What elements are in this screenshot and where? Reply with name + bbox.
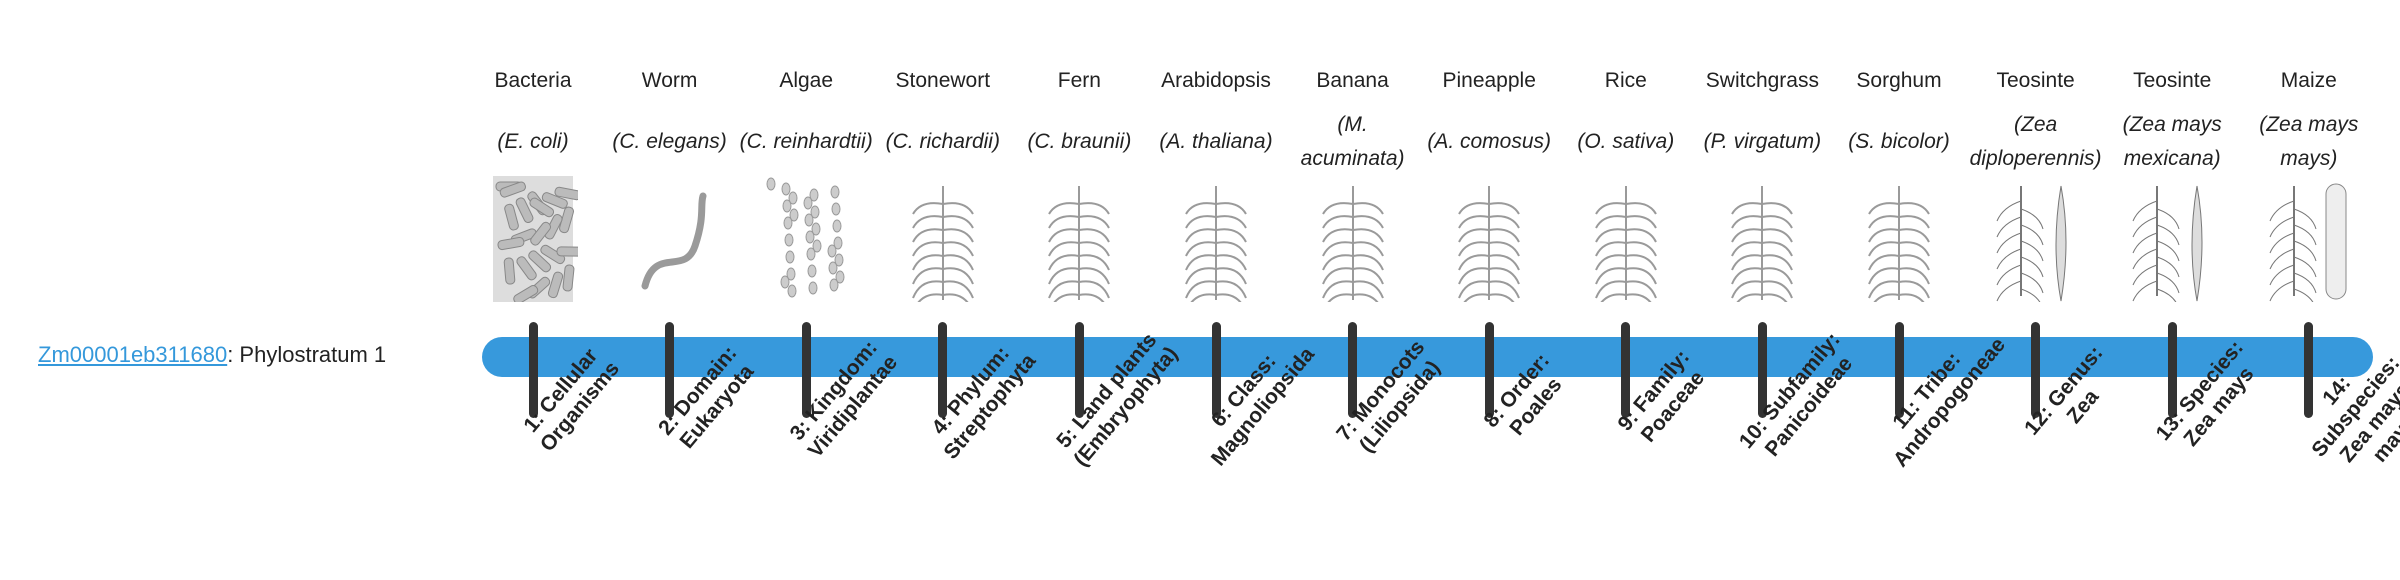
stratum-tick	[665, 322, 675, 418]
organism-scientific-name: (A. thaliana)	[1148, 104, 1284, 180]
stonewort-illustration	[875, 176, 1011, 302]
organism-common-name: Fern	[1057, 69, 1101, 92]
stratum-tick	[1484, 322, 1494, 418]
stratum-tick	[938, 322, 948, 418]
organism-common-name: Teosinte	[2133, 69, 2212, 92]
organism-common-name: Rice	[1604, 69, 1647, 92]
scientific-name-text: (O. sativa)	[1577, 130, 1675, 153]
organism-common-name: Pineapple	[1442, 69, 1536, 92]
banana-illustration	[1285, 176, 1421, 302]
scientific-name-text: (P. virgatum)	[1703, 130, 1822, 153]
stratum-tick	[528, 322, 538, 418]
organism-scientific-name: (M. acuminata)	[1285, 104, 1421, 180]
organism-scientific-name: (E. coli)	[465, 104, 601, 180]
organism-scientific-name: (Zea mays mays)	[2241, 104, 2377, 180]
organism-scientific-name: (A. comosus)	[1421, 104, 1557, 180]
stratum-tick	[1894, 322, 1904, 418]
scientific-name-text: (Zea mays mays)	[2259, 113, 2359, 170]
organism-common-name: Arabidopsis	[1161, 69, 1271, 92]
gene-label: Zm00001eb311680: Phylostratum 1	[38, 342, 386, 368]
scientific-name-text: (Zea diploperennis)	[1969, 113, 2102, 170]
scientific-name-text: (C. braunii)	[1027, 130, 1132, 153]
organism-common-name: Banana	[1316, 69, 1389, 92]
organism-common-name: Stonewort	[895, 69, 991, 92]
organism-scientific-name: (O. sativa)	[1558, 104, 1694, 180]
scientific-name-text: (C. richardii)	[885, 130, 1000, 153]
algae-illustration	[738, 176, 874, 302]
scientific-name-text: (S. bicolor)	[1848, 130, 1950, 153]
maize-illustration	[2241, 176, 2377, 302]
stratum-tick	[2167, 322, 2177, 418]
stratum-tick	[1757, 322, 1767, 418]
organism-common-name: Bacteria	[494, 69, 572, 92]
scientific-name-text: (E. coli)	[497, 130, 569, 153]
teosinte-illustration	[1968, 176, 2104, 302]
organism-scientific-name: (P. virgatum)	[1694, 104, 1830, 180]
fern-illustration	[1011, 176, 1147, 302]
organism-scientific-name: (C. braunii)	[1011, 104, 1147, 180]
stratum-tick	[2031, 322, 2041, 418]
organism-scientific-name: (C. elegans)	[602, 104, 738, 180]
organism-common-name: Maize	[2280, 69, 2337, 92]
phylostratum-text: : Phylostratum 1	[227, 342, 387, 367]
scientific-name-text: (A. comosus)	[1427, 130, 1552, 153]
organism-common-name: Sorghum	[1856, 69, 1942, 92]
organism-common-name: Teosinte	[1996, 69, 2075, 92]
stratum-tick	[1348, 322, 1358, 418]
scientific-name-text: (C. reinhardtii)	[739, 130, 873, 153]
organism-scientific-name: (Zea mays mexicana)	[2104, 104, 2240, 180]
organism-scientific-name: (C. richardii)	[875, 104, 1011, 180]
scientific-name-text: (Zea mays mexicana)	[2122, 113, 2222, 170]
organism-common-name: Algae	[779, 69, 834, 92]
organism-scientific-name: (Zea diploperennis)	[1968, 104, 2104, 180]
gene-id-link[interactable]: Zm00001eb311680	[38, 342, 228, 367]
organism-common-name: Switchgrass	[1705, 69, 1819, 92]
bacteria-illustration	[465, 176, 601, 302]
scientific-name-text: (A. thaliana)	[1159, 130, 1273, 153]
switchgrass-illustration	[1694, 176, 1830, 302]
stratum-tick	[1211, 322, 1221, 418]
stratum-tick	[1074, 322, 1084, 418]
teosinte-mexicana-illustration	[2104, 176, 2240, 302]
scientific-name-text: (C. elegans)	[612, 130, 727, 153]
scientific-name-text: (M. acuminata)	[1300, 113, 1405, 170]
stratum-tick	[801, 322, 811, 418]
organism-scientific-name: (S. bicolor)	[1831, 104, 1967, 180]
phylostrata-timeline-bar	[482, 337, 2373, 377]
worm-illustration	[602, 176, 738, 302]
stratum-tick	[1621, 322, 1631, 418]
pineapple-illustration	[1421, 176, 1557, 302]
organism-common-name: Worm	[641, 69, 698, 92]
organism-scientific-name: (C. reinhardtii)	[738, 104, 874, 180]
arabidopsis-illustration	[1148, 176, 1284, 302]
stratum-tick	[2304, 322, 2314, 418]
rice-illustration	[1558, 176, 1694, 302]
sorghum-illustration	[1831, 176, 1967, 302]
